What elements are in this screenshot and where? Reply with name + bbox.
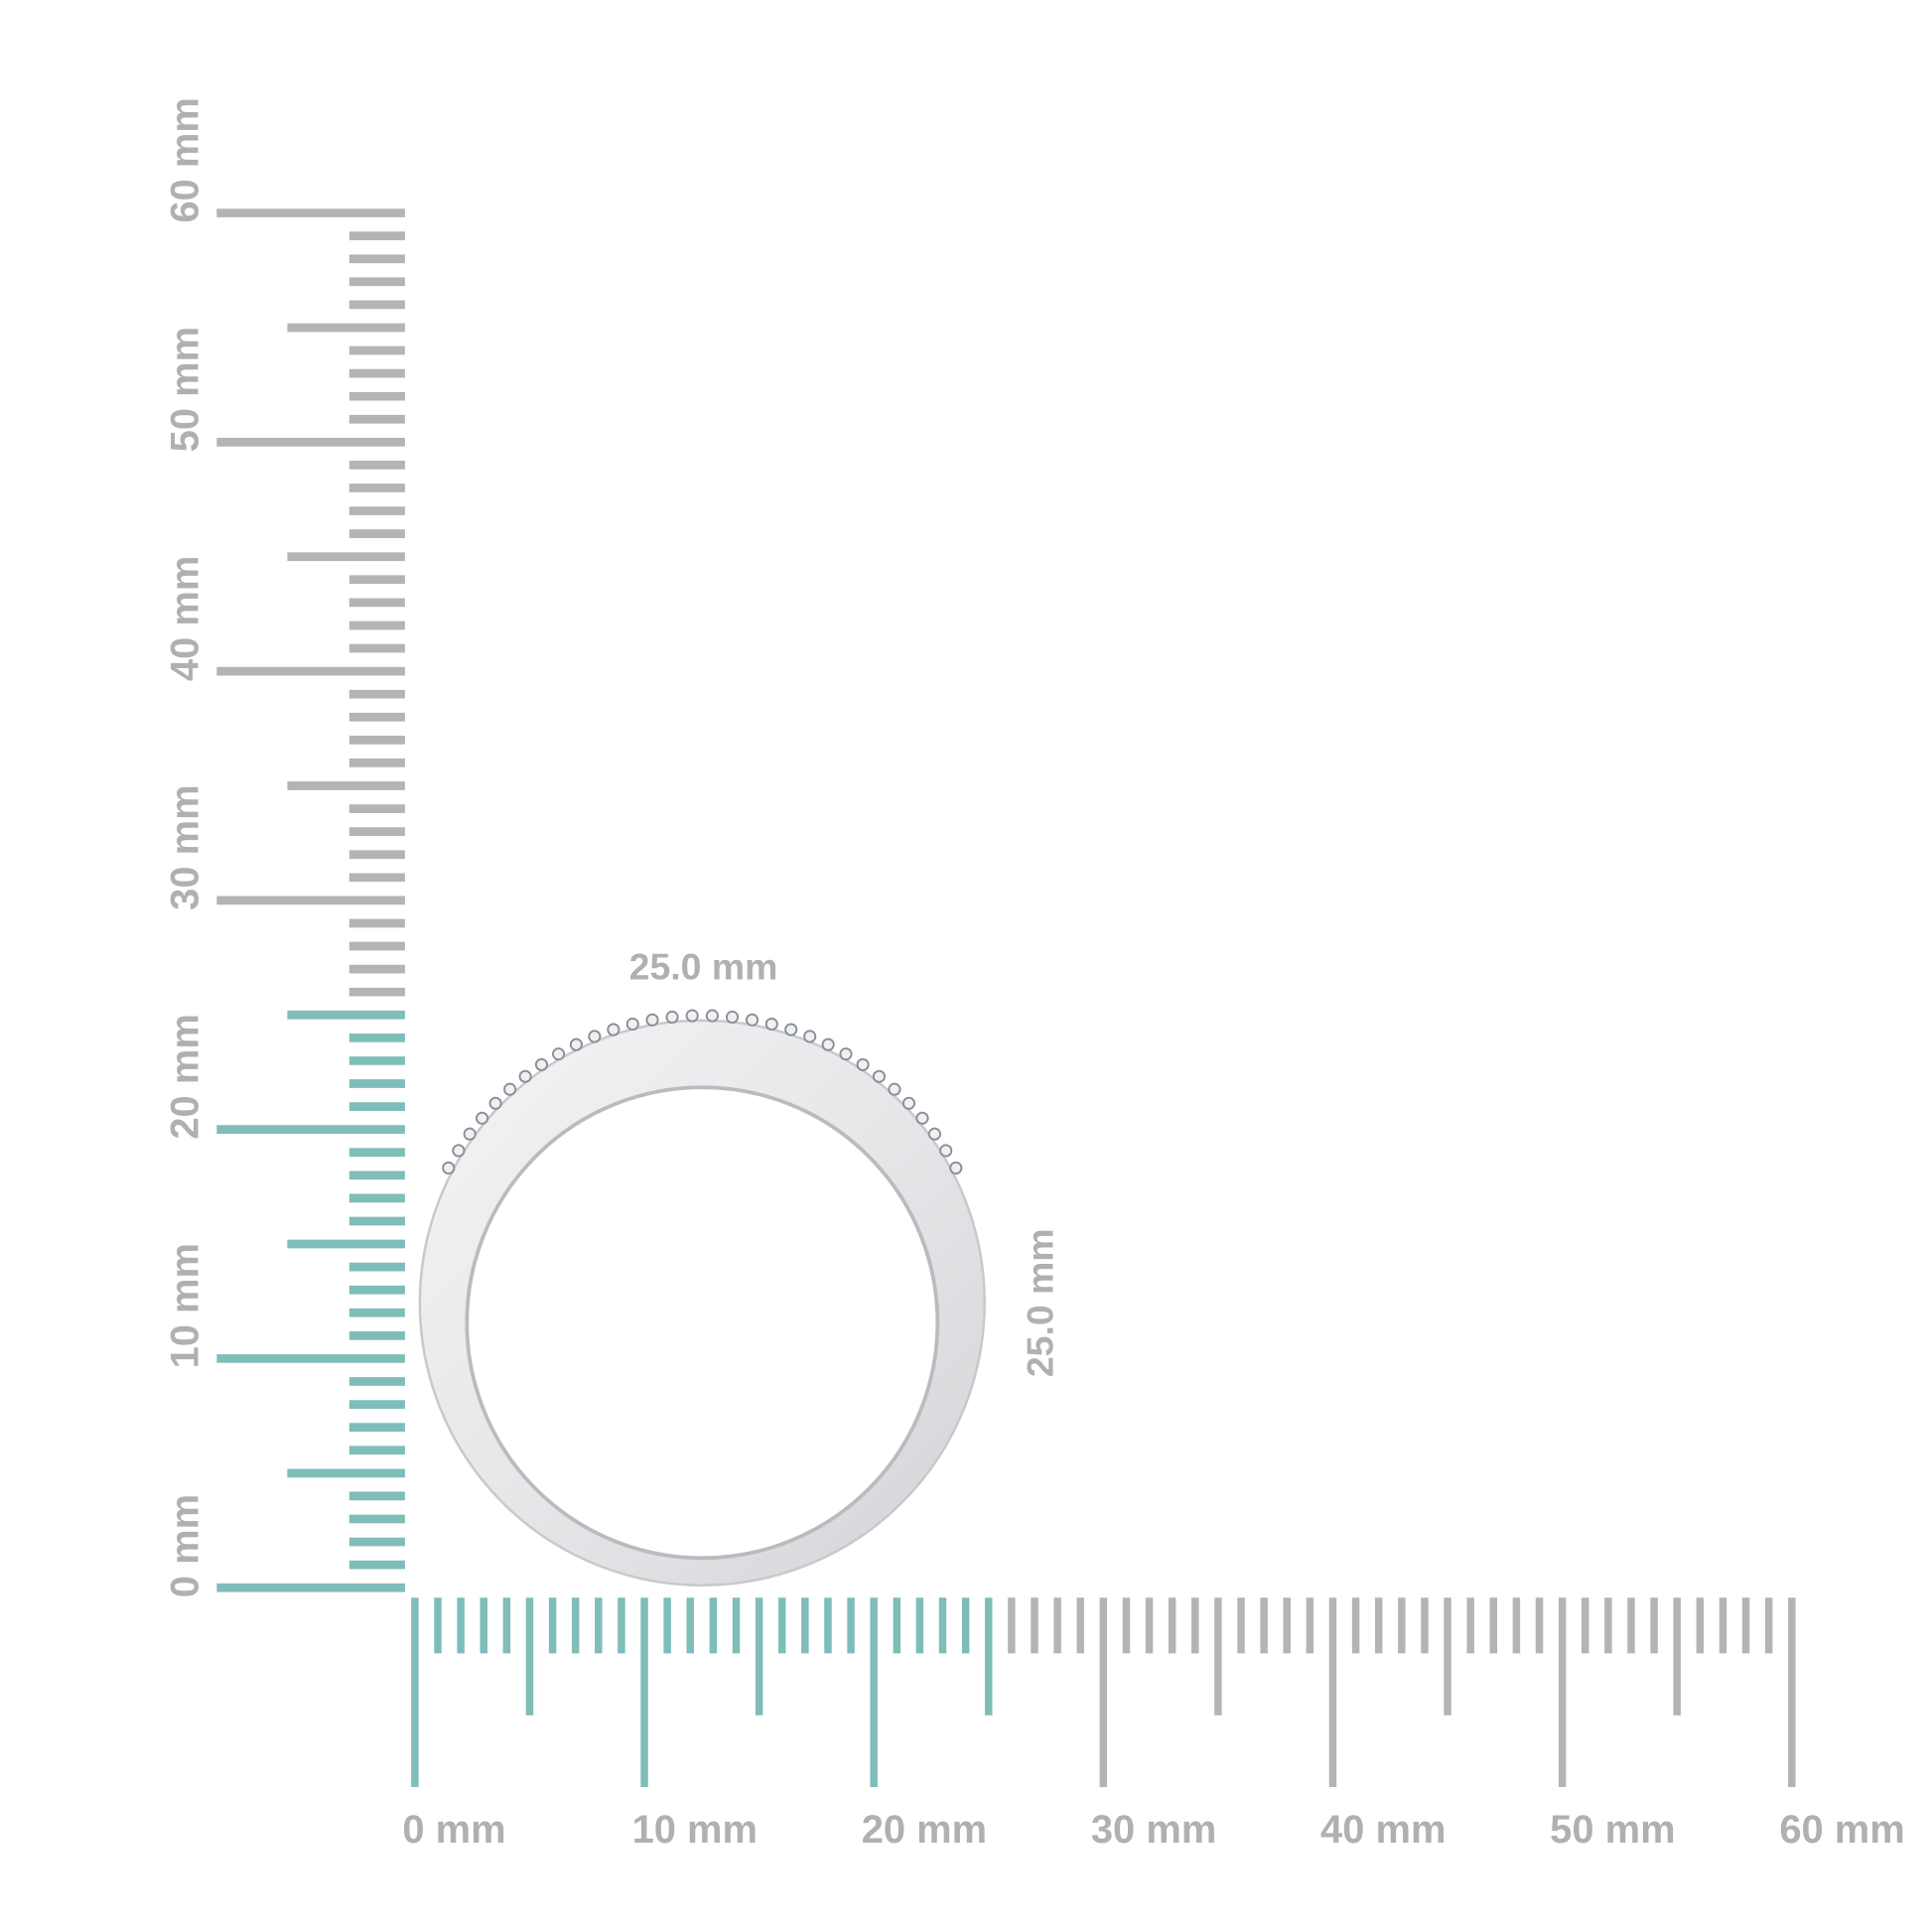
ring <box>418 1009 986 1587</box>
stone <box>839 1047 853 1061</box>
stone <box>442 1161 456 1174</box>
stone <box>872 1069 887 1083</box>
v-ruler-label: 50 mm <box>164 327 207 452</box>
stone <box>915 1111 929 1125</box>
stone <box>949 1161 963 1174</box>
stone <box>625 1017 639 1032</box>
stone <box>665 1010 679 1025</box>
stone <box>463 1127 477 1141</box>
v-ruler-label: 40 mm <box>164 556 207 681</box>
v-ruler-label: 60 mm <box>164 97 207 222</box>
ring-inner <box>465 1085 940 1561</box>
stone <box>705 1009 719 1023</box>
h-ruler-label: 0 mm <box>402 1808 505 1852</box>
stone <box>803 1030 817 1043</box>
stone <box>901 1096 916 1110</box>
stone <box>488 1096 502 1110</box>
stone <box>476 1111 489 1125</box>
stone <box>725 1010 740 1025</box>
stone <box>503 1082 517 1096</box>
h-ruler-label: 30 mm <box>1091 1808 1216 1852</box>
stone <box>645 1013 659 1027</box>
h-ruler-label: 50 mm <box>1550 1808 1675 1852</box>
h-ruler-label: 20 mm <box>862 1808 987 1852</box>
stone <box>856 1057 870 1071</box>
height-label: 25.0 mm <box>1019 1228 1060 1377</box>
stone <box>685 1009 699 1023</box>
stones <box>442 1009 963 1174</box>
stone <box>518 1069 532 1083</box>
stone <box>552 1047 566 1061</box>
h-ruler-label: 60 mm <box>1779 1808 1904 1852</box>
stone <box>784 1023 798 1036</box>
v-ruler-label: 20 mm <box>164 1014 207 1139</box>
stone <box>888 1082 901 1096</box>
stone <box>534 1057 549 1071</box>
v-ruler-label: 0 mm <box>164 1494 207 1597</box>
v-ruler-label: 10 mm <box>164 1243 207 1368</box>
stone <box>569 1037 583 1051</box>
width-label: 25.0 mm <box>629 946 778 988</box>
stone <box>764 1017 778 1032</box>
stone <box>588 1030 602 1043</box>
v-ruler-label: 30 mm <box>164 784 207 909</box>
stone <box>452 1144 466 1158</box>
stone <box>939 1144 953 1158</box>
stone <box>607 1023 621 1036</box>
rulers <box>216 208 1796 1788</box>
stone <box>927 1127 941 1141</box>
stone <box>746 1013 759 1027</box>
h-ruler-label: 40 mm <box>1320 1808 1446 1852</box>
h-ruler-label: 10 mm <box>632 1808 758 1852</box>
stone <box>821 1037 835 1051</box>
